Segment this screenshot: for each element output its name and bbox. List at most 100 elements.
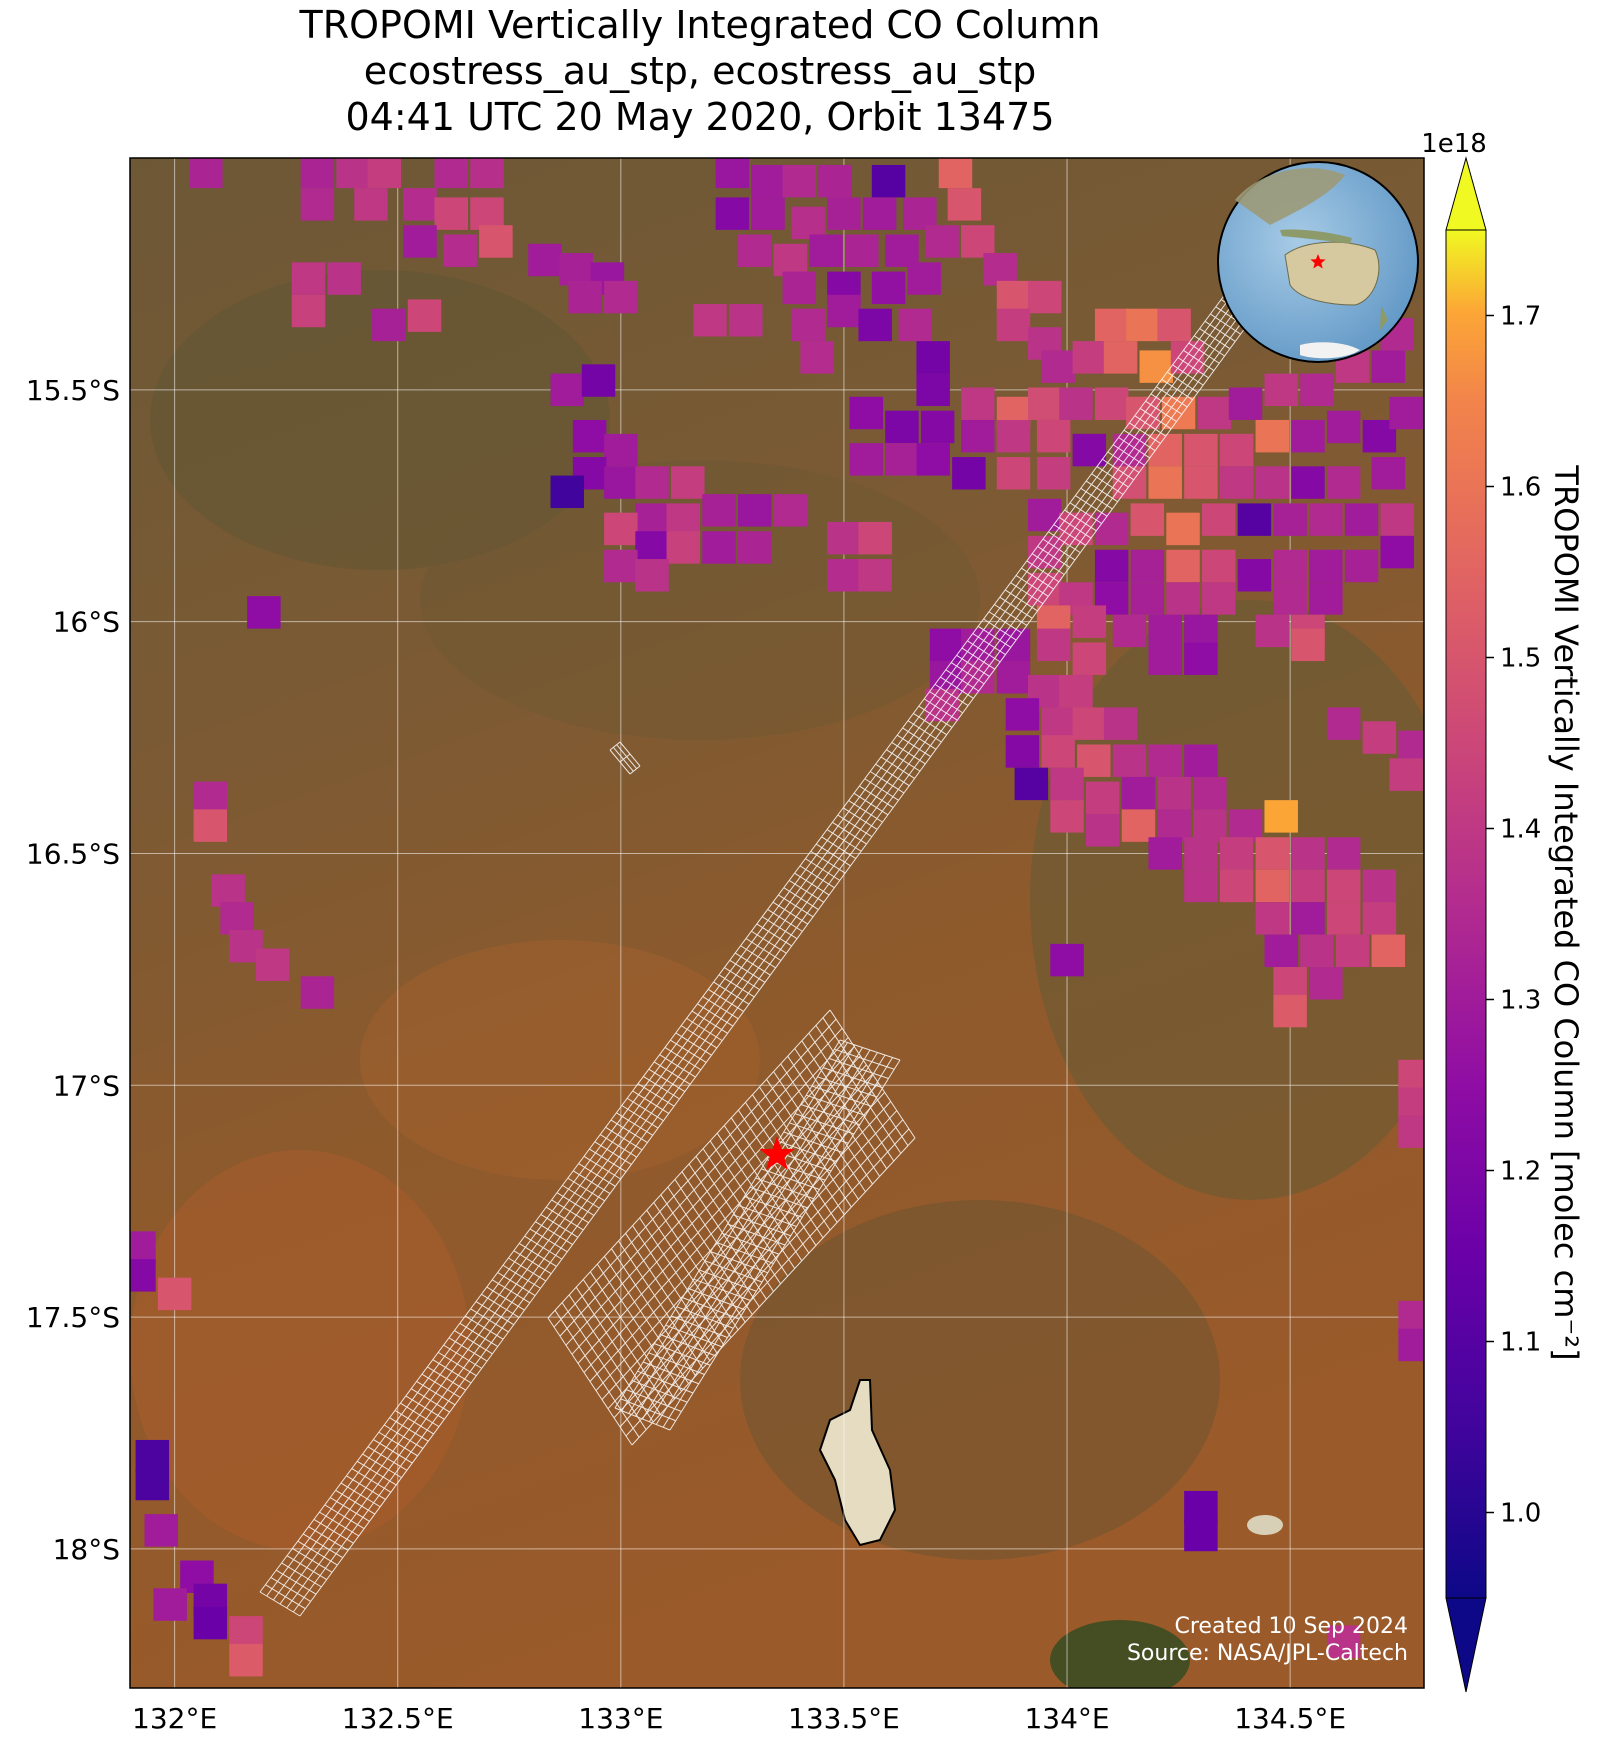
co-pixel (1072, 605, 1107, 638)
co-pixel (1072, 707, 1107, 740)
co-pixel (938, 158, 973, 189)
co-pixel (1326, 869, 1361, 903)
co-pixel (961, 225, 995, 258)
co-pixel (528, 243, 562, 277)
co-pixel (1362, 869, 1397, 903)
co-pixel (403, 188, 437, 221)
map-frame (129, 157, 1425, 1689)
co-pixel (1264, 800, 1298, 833)
co-pixel (1326, 707, 1361, 740)
co-pixel (1184, 466, 1218, 499)
co-pixel (809, 234, 843, 267)
co-pixel (791, 308, 825, 342)
co-pixel (470, 197, 504, 230)
co-pixel (1166, 512, 1200, 546)
co-pixel (1041, 735, 1075, 768)
co-pixel (1219, 837, 1254, 870)
co-pixel (773, 243, 808, 277)
co-pixel (193, 809, 228, 842)
co-pixel (604, 549, 638, 583)
co-pixel (1014, 767, 1049, 801)
co-pixel (1255, 419, 1290, 453)
co-pixel (291, 262, 326, 295)
co-pixel (1072, 341, 1107, 374)
co-pixel (1130, 549, 1165, 583)
co-pixel (1184, 1490, 1218, 1524)
co-pixel (1255, 466, 1290, 499)
salt-lake (818, 1379, 897, 1547)
co-pixel (372, 308, 406, 342)
co-pixel (996, 457, 1031, 490)
co-pixel (983, 253, 1017, 286)
co-pixel (773, 494, 808, 527)
x-tick-label: 134°E (1024, 1702, 1109, 1735)
co-pixel (827, 197, 861, 230)
co-pixel (1184, 837, 1218, 870)
co-pixel (1072, 433, 1107, 467)
co-pixel (671, 466, 705, 499)
co-pixel (1255, 837, 1290, 870)
co-pixel (193, 781, 228, 815)
co-pixel (550, 475, 585, 509)
co-pixel (1202, 549, 1236, 583)
co-pixel (604, 433, 638, 467)
co-pixel-layer (130, 158, 1424, 1677)
co-pixel (1309, 967, 1343, 1000)
co-pixel (1121, 809, 1156, 842)
co-pixel (135, 1439, 170, 1473)
co-pixel (1059, 387, 1093, 420)
co-pixel (1059, 674, 1093, 708)
co-pixel (1326, 410, 1361, 444)
co-pixel (1309, 582, 1343, 615)
co-pixel (1255, 614, 1290, 648)
co-pixel (818, 164, 852, 198)
co-pixel (1094, 512, 1129, 546)
co-pixel (1273, 549, 1307, 583)
co-pixel (1103, 707, 1138, 740)
co-pixel (925, 688, 959, 722)
co-pixel (1237, 559, 1272, 592)
co-pixel (1112, 466, 1147, 499)
co-pixel (1398, 1300, 1424, 1334)
co-pixel (1166, 582, 1200, 615)
co-pixel (1389, 758, 1423, 791)
co-pixel (1139, 350, 1174, 383)
co-pixel (220, 902, 254, 935)
y-tick-label: 17°S (53, 1069, 120, 1102)
co-pixel (1273, 967, 1307, 1000)
co-pixel (1371, 934, 1406, 968)
figure-title-line1: TROPOMI Vertically Integrated CO Column (299, 3, 1101, 47)
co-pixel (1371, 457, 1406, 490)
co-pixel (211, 874, 245, 907)
co-pixel (1291, 869, 1325, 903)
co-pixel (1362, 902, 1397, 935)
co-pixel (1202, 503, 1236, 536)
co-pixel (407, 299, 442, 332)
colorbar-tick-label: 1.4 (1500, 815, 1541, 845)
co-pixel (916, 443, 950, 476)
co-pixel (1130, 503, 1165, 536)
co-pixel (1326, 837, 1361, 870)
co-pixel (1050, 767, 1084, 801)
co-pixel (559, 253, 593, 286)
co-pixel (1184, 433, 1218, 467)
co-pixel (604, 280, 638, 314)
co-pixel (157, 1277, 192, 1311)
co-pixel (907, 262, 941, 295)
co-pixel (434, 197, 469, 230)
co-pixel (1085, 781, 1120, 815)
co-pixel (300, 188, 335, 221)
co-pixel (1219, 869, 1254, 903)
co-pixel (604, 512, 638, 546)
co-pixel (827, 521, 861, 555)
co-pixel (702, 494, 736, 527)
colorbar-label: TROPOMI Vertically Integrated CO Column … (1547, 464, 1585, 1360)
co-pixel (1036, 419, 1071, 453)
co-pixel (229, 1643, 263, 1677)
co-pixel (1389, 396, 1423, 430)
co-pixel (1273, 582, 1307, 615)
co-pixel (1041, 707, 1075, 740)
co-pixel (1094, 387, 1129, 420)
x-tick-label: 132.5°E (342, 1702, 454, 1735)
co-pixel (1362, 721, 1397, 754)
